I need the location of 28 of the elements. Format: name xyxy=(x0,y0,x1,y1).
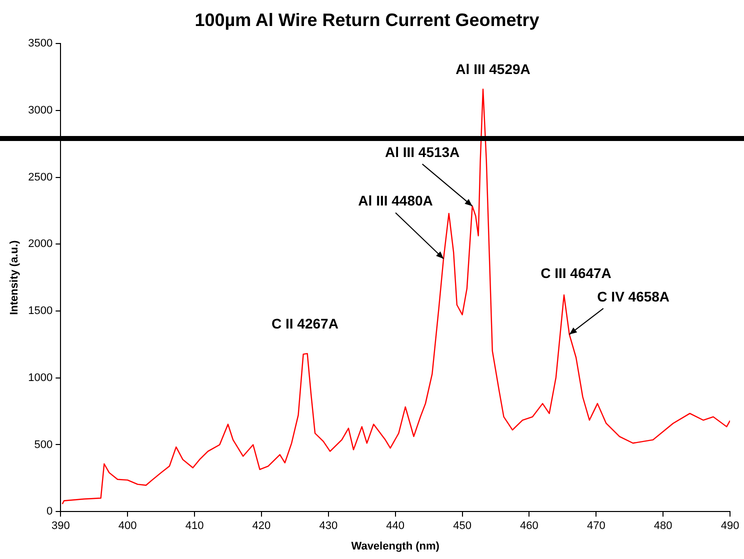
y-axis-title: Intensity (a.u.) xyxy=(8,240,21,315)
annotation: C IV 4658A xyxy=(597,288,670,304)
y-tick-label: 2000 xyxy=(28,238,53,250)
y-tick-label: 2500 xyxy=(28,171,53,184)
x-tick-label: 490 xyxy=(720,520,740,532)
annotation: Al III 4513A xyxy=(384,144,460,160)
annotation: C II 4267A xyxy=(272,316,338,332)
y-tick-label: 0 xyxy=(46,506,53,518)
x-tick-label: 390 xyxy=(51,520,70,532)
y-tick-label: 500 xyxy=(34,438,53,451)
y-tick-label: 3500 xyxy=(28,38,53,50)
x-tick-label: 420 xyxy=(252,520,271,532)
chart-title: 100µm Al Wire Return Current Geometry xyxy=(194,10,540,30)
x-tick-label: 480 xyxy=(654,520,672,532)
x-tick-label: 440 xyxy=(386,520,405,532)
annotation: Al III 4480A xyxy=(358,192,433,209)
x-tick-label: 460 xyxy=(520,520,538,532)
x-tick-label: 410 xyxy=(185,520,204,532)
y-tick-label: 1500 xyxy=(28,305,53,318)
annotation: Al III 4529A xyxy=(456,61,530,78)
x-tick-label: 400 xyxy=(118,520,137,532)
annotation: C III 4647A xyxy=(540,264,612,281)
x-tick-label: 470 xyxy=(586,520,606,532)
x-axis-title: Wavelength (nm) xyxy=(351,540,440,552)
y-tick-label: 1000 xyxy=(28,372,53,384)
x-tick-label: 450 xyxy=(453,520,472,532)
x-tick-label: 430 xyxy=(319,520,338,532)
y-tick-label: 3000 xyxy=(28,104,53,116)
